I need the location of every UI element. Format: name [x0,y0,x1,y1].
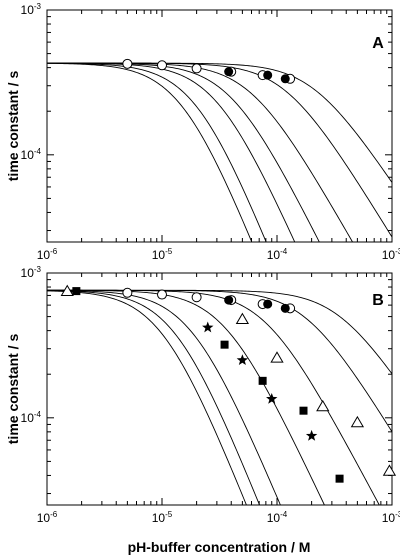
model-curve [47,62,392,183]
filled-square-point [72,287,81,296]
open-circle-point [191,63,202,74]
filled-square-point [299,406,308,415]
open-triangle-point [350,415,365,428]
y-tick-label: 10-4 [21,410,42,425]
filled-star-point [266,392,278,404]
model-curve [47,289,281,505]
open-circle-point [122,287,133,298]
x-tick-label: 10-3 [382,510,400,525]
y-tick-label: 10-3 [21,265,42,280]
filled-circle-point [280,74,290,84]
open-triangle-point [60,284,74,296]
open-circle-point [122,58,133,69]
open-triangle-point [382,464,397,476]
x-tick-label: 10-4 [267,247,288,262]
x-tick-label: 10-6 [37,247,58,262]
model-curve [47,62,253,242]
filled-star-point [236,354,249,366]
filled-square-point [335,474,344,483]
model-curve [47,62,392,238]
filled-star-point [202,321,214,333]
x-tick-label: 10-3 [382,247,400,262]
filled-circle-point [224,295,234,305]
open-circle-point [191,292,202,303]
model-curve [47,290,261,505]
x-axis-label: pH-buffer concentration / M [128,539,311,555]
model-curves [47,289,392,505]
filled-square-point [258,376,267,385]
model-curve [47,289,380,505]
plot-frame [46,9,393,243]
filled-circle-point [280,303,290,313]
open-circle-point [157,60,167,71]
filled-square-point [220,340,229,349]
panel-label: A [372,35,384,52]
x-tick-label: 10-5 [152,247,173,262]
model-curve [47,289,392,375]
model-curve [47,62,296,242]
plot-frame [46,272,393,506]
x-tick-label: 10-5 [152,510,173,525]
y-axis-label: time constant / s [5,334,21,445]
model-curve [47,62,267,242]
model-curves [47,62,392,242]
model-curve [47,289,392,433]
y-tick-label: 10-4 [21,147,42,162]
model-curve [47,62,354,242]
x-tick-label: 10-4 [267,510,288,525]
model-curve [47,289,325,505]
open-triangle-point [316,399,330,412]
y-axis-label: time constant / s [5,71,21,182]
panel-a: 10-6 10-5 10-4 10-3 10-4 10-3 time constant / … [5,2,400,262]
model-curve [47,62,320,242]
filled-circle-point [224,67,234,77]
filled-circle-point [263,299,273,309]
panel-label: B [372,292,384,309]
open-triangle-point [270,351,284,363]
model-curve [47,290,247,505]
open-triangle-point [235,312,250,325]
y-tick-label: 10-3 [21,2,42,17]
filled-star-point [305,429,318,441]
filled-circle-point [263,70,273,80]
panel-b: 10-6 10-5 10-4 10-3 10-4 10-3 time constant / … [5,265,400,525]
x-tick-label: 10-6 [37,510,58,525]
open-circle-point [157,289,167,300]
